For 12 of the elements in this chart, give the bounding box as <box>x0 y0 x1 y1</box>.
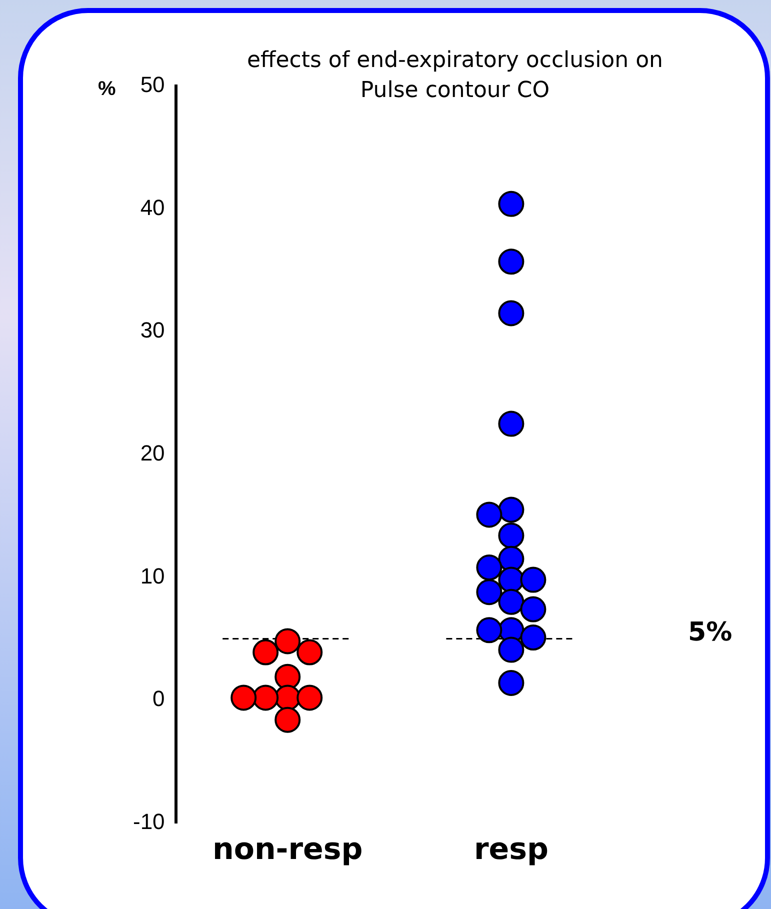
y-tick-label: 50 <box>140 72 165 98</box>
y-tick-label: 40 <box>140 194 165 220</box>
chart-title: effects of end-expiratory occlusion on Pulse contour CO <box>246 47 664 105</box>
ref-line-label: 5% <box>688 618 732 648</box>
y-tick-label: 0 <box>152 686 165 712</box>
y-axis-title: % <box>98 78 116 101</box>
y-tick-label: 30 <box>140 318 165 343</box>
y-tick-label: -10 <box>133 809 165 834</box>
x-tick-label: non-resp <box>212 832 363 867</box>
y-tick-label: 20 <box>140 440 165 466</box>
x-tick-label: resp <box>474 832 548 867</box>
y-tick-label: 10 <box>140 563 165 588</box>
